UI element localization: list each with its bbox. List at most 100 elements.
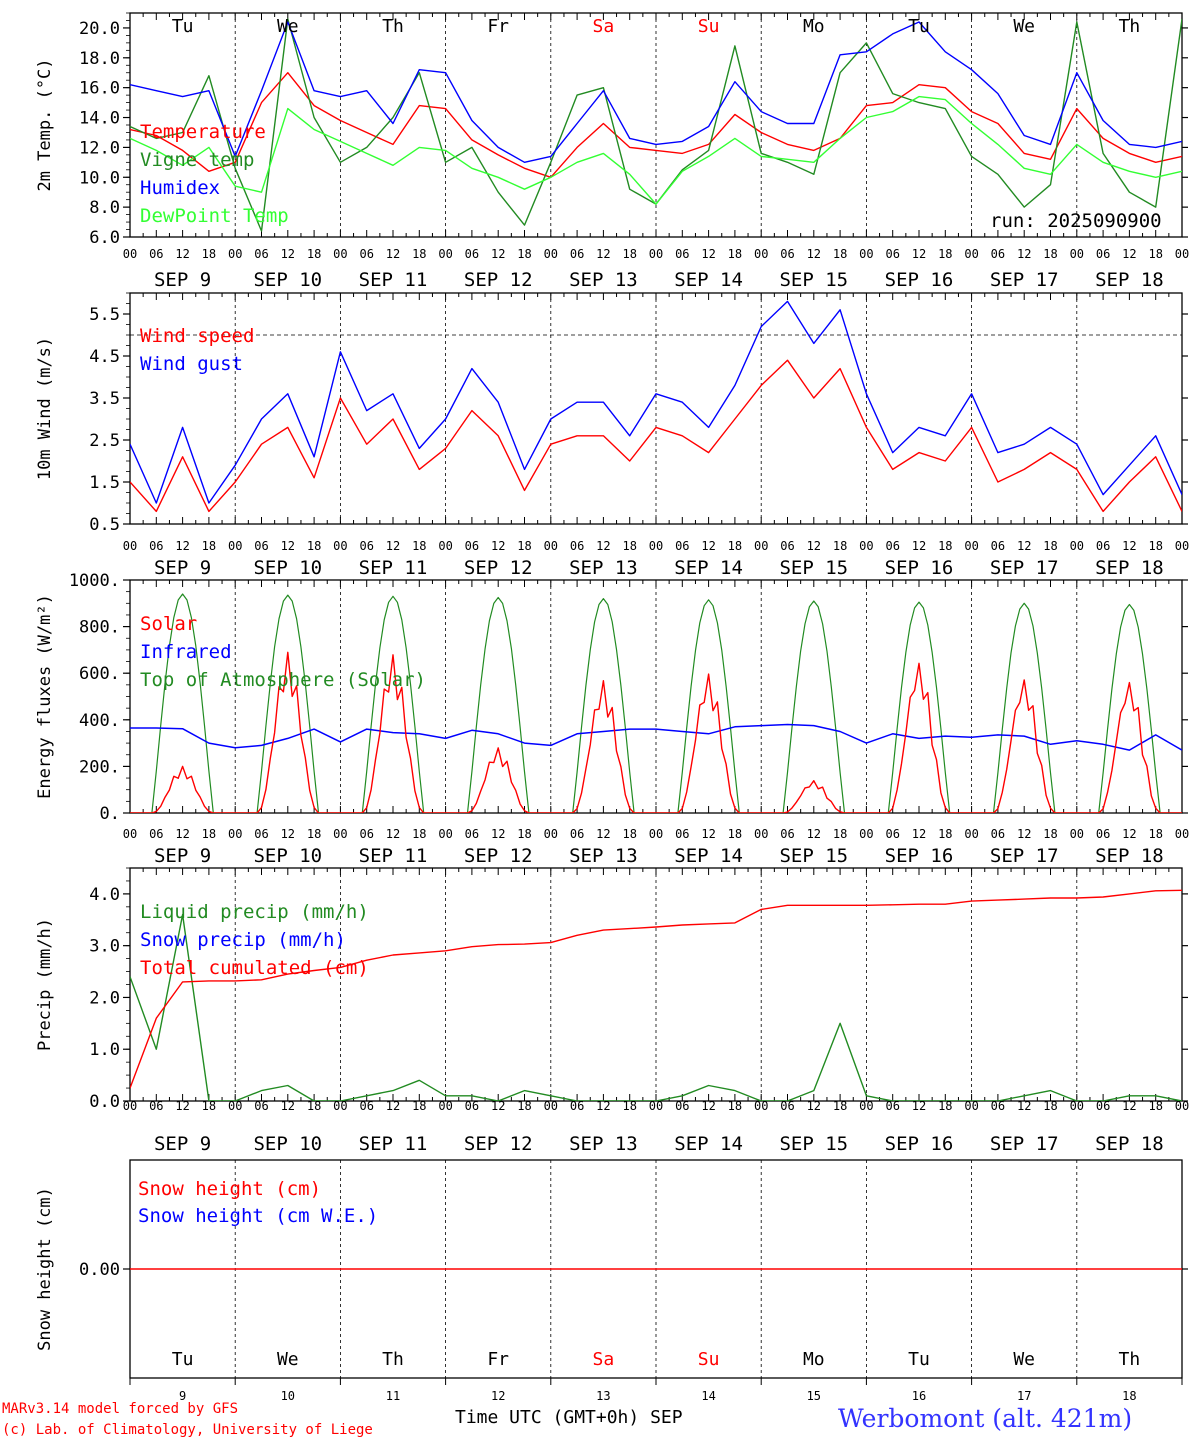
- plot-area: [130, 593, 1182, 813]
- series-line-2: [130, 21, 1182, 164]
- y-tick-label: 600.: [79, 664, 120, 684]
- day-name: Th: [1119, 16, 1141, 37]
- time-axis-label: Time UTC (GMT+0h) SEP: [455, 1407, 683, 1428]
- hour-label: 12: [386, 247, 400, 261]
- y-tick-label: 2.5: [89, 431, 120, 451]
- hour-label: 00: [123, 1099, 137, 1113]
- hour-label: 06: [675, 827, 689, 841]
- hour-label: 06: [780, 827, 794, 841]
- hour-label: 06: [465, 539, 479, 553]
- panel-1: 6.0 8.0 10.0 12.0 14.0 16.0 18.0 20.0 2m Temp. (…: [35, 12, 1189, 291]
- hour-label: 18: [622, 827, 636, 841]
- hour-label: 12: [596, 1099, 610, 1113]
- date-label: SEP 12: [464, 1133, 533, 1155]
- legend-entry: Humidex: [140, 177, 220, 199]
- hour-label: 18: [517, 247, 531, 261]
- day-name: Tu: [172, 16, 194, 37]
- date-label: SEP 15: [779, 845, 848, 867]
- hour-label: 12: [701, 539, 715, 553]
- hour-label: 06: [254, 539, 268, 553]
- hour-label: 18: [412, 1099, 426, 1113]
- y-axis-title: 10m Wind (m/s): [35, 337, 55, 480]
- y-axis-title: Energy fluxes (W/m²): [35, 594, 55, 799]
- hour-label: 12: [807, 539, 821, 553]
- hour-label: 12: [807, 827, 821, 841]
- hour-label: 18: [833, 827, 847, 841]
- hour-label: 18: [938, 247, 952, 261]
- bottom-date-label: 14: [701, 1389, 715, 1403]
- hour-label: 12: [386, 827, 400, 841]
- hour-label: 06: [675, 247, 689, 261]
- bottom-date-label: 16: [912, 1389, 926, 1403]
- day-name: We: [277, 1349, 299, 1370]
- hour-label: 00: [123, 247, 137, 261]
- y-tick-label: 3.5: [89, 389, 120, 409]
- date-label: SEP 15: [779, 269, 848, 291]
- hour-label: 06: [991, 247, 1005, 261]
- hour-label: 12: [807, 247, 821, 261]
- series-line-infrared: [130, 723, 1182, 751]
- date-label: SEP 16: [885, 269, 954, 291]
- hour-label: 00: [438, 247, 452, 261]
- date-label: SEP 12: [464, 845, 533, 867]
- day-name: Fr: [487, 1349, 509, 1370]
- bottom-date-label: 13: [596, 1389, 610, 1403]
- hour-label: 12: [491, 827, 505, 841]
- hour-label: 12: [386, 1099, 400, 1113]
- date-label: SEP 17: [990, 1133, 1059, 1155]
- hour-label: 18: [1148, 539, 1162, 553]
- y-tick-label: 5.5: [89, 305, 120, 325]
- bottom-date-label: 15: [807, 1389, 821, 1403]
- hour-label: 06: [991, 539, 1005, 553]
- series-line-2: [130, 889, 1182, 1089]
- hour-label: 12: [1122, 247, 1136, 261]
- hour-label: 18: [622, 1099, 636, 1113]
- y-tick-label: 10.0: [79, 168, 120, 188]
- date-label: SEP 17: [990, 845, 1059, 867]
- hour-label: 06: [149, 247, 163, 261]
- hour-label: 18: [1148, 1099, 1162, 1113]
- date-label: SEP 17: [990, 269, 1059, 291]
- hour-label: 12: [281, 1099, 295, 1113]
- hour-label: 00: [859, 827, 873, 841]
- hour-label: 12: [1017, 247, 1031, 261]
- y-tick-label: 400.: [79, 711, 120, 731]
- hour-label: 12: [491, 539, 505, 553]
- hour-label: 00: [754, 1099, 768, 1113]
- y-axis-title: 2m Temp. (°C): [35, 58, 55, 191]
- date-label: SEP 13: [569, 845, 638, 867]
- hour-label: 12: [701, 1099, 715, 1113]
- hour-label: 18: [833, 247, 847, 261]
- hour-label: 18: [622, 247, 636, 261]
- model-credit: MARv3.14 model forced by GFS: [2, 1401, 238, 1417]
- hour-label: 18: [728, 539, 742, 553]
- bottom-date-label: 17: [1017, 1389, 1031, 1403]
- day-name: Su: [698, 16, 720, 37]
- hour-label: 06: [1096, 1099, 1110, 1113]
- hour-label: 06: [780, 1099, 794, 1113]
- hour-label: 06: [359, 539, 373, 553]
- hour-label: 18: [938, 827, 952, 841]
- date-label: SEP 9: [154, 557, 211, 579]
- date-label: SEP 16: [885, 557, 954, 579]
- day-name: Th: [1119, 1349, 1141, 1370]
- y-tick-label: 14.0: [79, 109, 120, 129]
- hour-label: 00: [544, 247, 558, 261]
- hour-label: 12: [175, 539, 189, 553]
- hour-label: 00: [228, 1099, 242, 1113]
- hour-label: 18: [412, 247, 426, 261]
- hour-label: 18: [938, 539, 952, 553]
- hour-label: 06: [991, 1099, 1005, 1113]
- panel-5: 0.00 Snow height (cm) Snow height (cm) Snow…: [35, 1159, 1188, 1403]
- date-label: SEP 13: [569, 557, 638, 579]
- hour-label: 18: [1043, 827, 1057, 841]
- date-label: SEP 14: [674, 1133, 743, 1155]
- y-tick-label: 1.0: [89, 1040, 120, 1060]
- hour-label: 18: [1148, 247, 1162, 261]
- hour-label: 00: [964, 1099, 978, 1113]
- hour-label: 00: [333, 539, 347, 553]
- date-label: SEP 18: [1095, 845, 1164, 867]
- hour-label: 00: [964, 247, 978, 261]
- hour-label: 12: [596, 247, 610, 261]
- date-label: SEP 9: [154, 1133, 211, 1155]
